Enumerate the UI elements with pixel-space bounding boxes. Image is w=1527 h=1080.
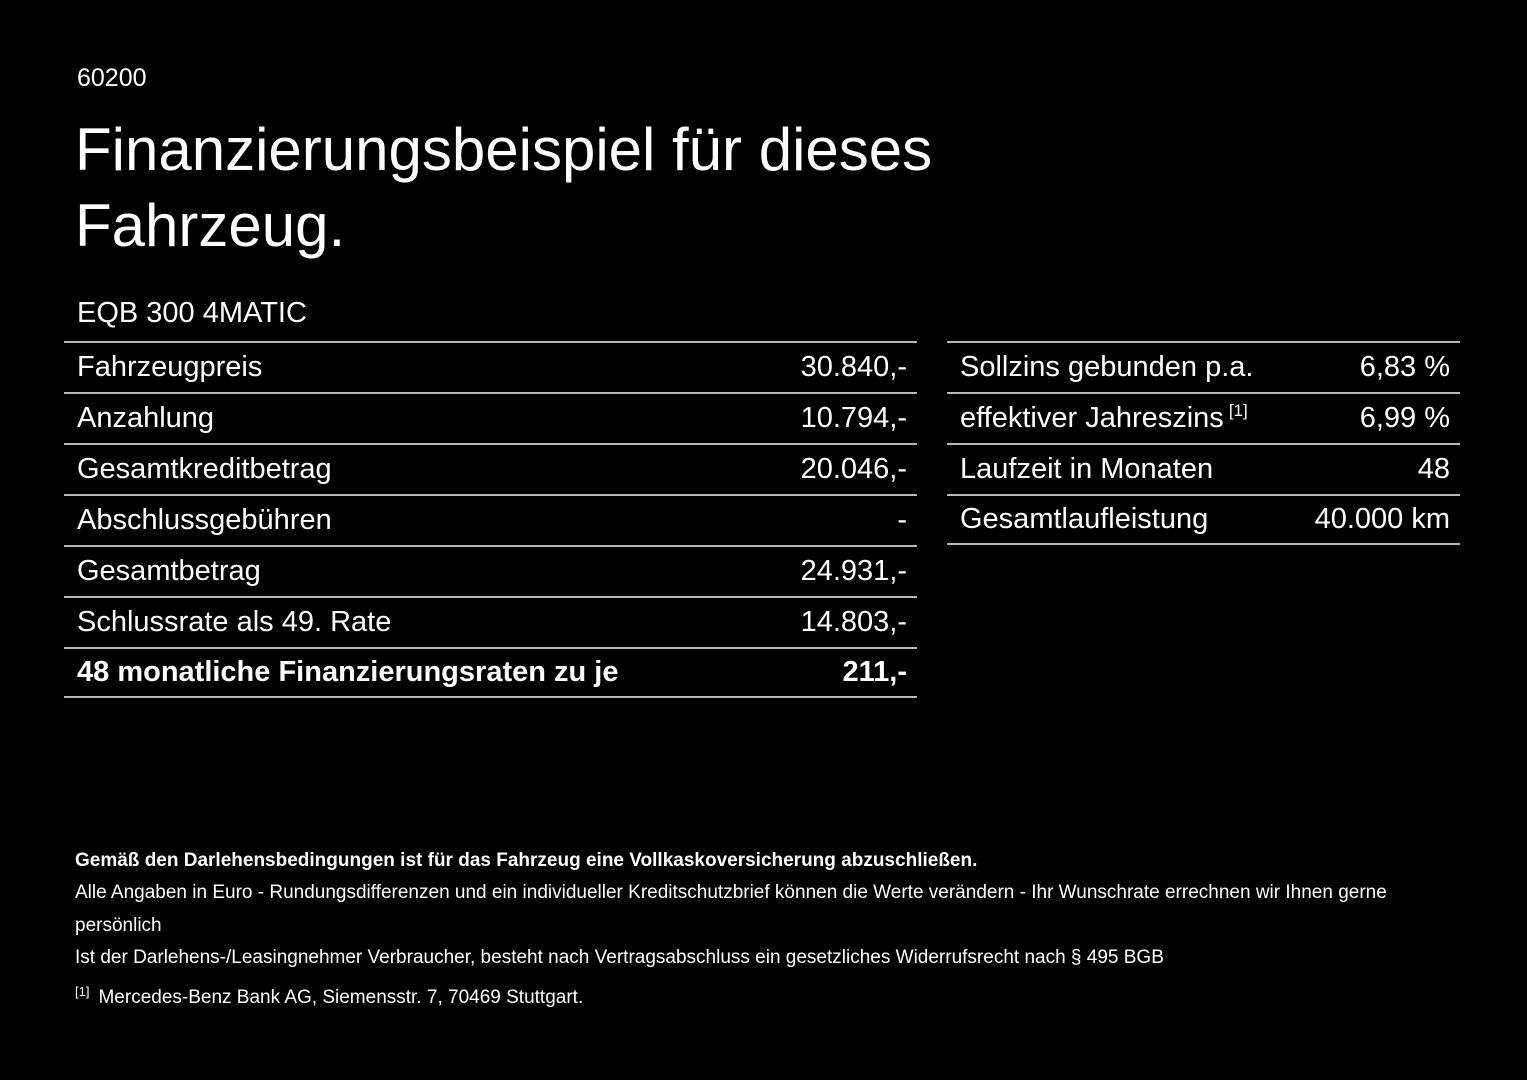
document-code: 60200 — [77, 64, 147, 92]
finance-row-label: Anzahlung — [77, 402, 215, 434]
finance-row-value: 10.794,- — [800, 402, 907, 434]
vehicle-model: EQB 300 4MATIC — [77, 297, 307, 329]
conditions-row: Sollzins gebunden p.a. 6,83 % — [947, 341, 1460, 392]
conditions-table: Sollzins gebunden p.a. 6,83 % effektiver… — [947, 341, 1460, 545]
conditions-row-value: 40.000 km — [1314, 503, 1450, 535]
finance-row-label: Schlussrate als 49. Rate — [77, 606, 392, 638]
finance-row: Fahrzeugpreis 30.840,- — [64, 341, 917, 392]
conditions-row-label: Sollzins gebunden p.a. — [960, 351, 1254, 383]
insurance-note: Gemäß den Darlehensbedingungen ist für d… — [75, 850, 978, 871]
footnote: [1] Mercedes-Benz Bank AG, Siemensstr. 7,… — [75, 982, 1475, 1014]
finance-row: Schlussrate als 49. Rate 14.803,- — [64, 596, 917, 647]
footer-notes: Gemäß den Darlehensbedingungen ist für d… — [75, 845, 1475, 1014]
finance-row-label: Gesamtbetrag — [77, 555, 261, 587]
conditions-row-value: 48 — [1417, 453, 1450, 485]
finance-row-value: 24.931,- — [800, 555, 907, 587]
finance-table: Fahrzeugpreis 30.840,- Anzahlung 10.794,… — [64, 341, 917, 698]
disclaimer-line: Ist der Darlehens-/Leasingnehmer Verbrau… — [75, 946, 1164, 968]
finance-row: Anzahlung 10.794,- — [64, 392, 917, 443]
finance-row-label: 48 monatliche Finanzierungsraten zu je — [77, 656, 619, 688]
conditions-row: Laufzeit in Monaten 48 — [947, 443, 1460, 494]
finance-row-label: Abschlussgebühren — [77, 504, 332, 536]
conditions-row-label-text: effektiver Jahreszins — [960, 402, 1224, 434]
finance-row-value: 14.803,- — [800, 606, 907, 638]
finance-row-value: 20.046,- — [800, 453, 907, 485]
finance-row-value: - — [897, 504, 907, 536]
finance-row: Gesamtkreditbetrag 20.046,- — [64, 443, 917, 494]
finance-row-label: Gesamtkreditbetrag — [77, 453, 332, 485]
conditions-row-label: Gesamtlaufleistung — [960, 503, 1209, 535]
footnote-marker: [1] — [75, 983, 90, 999]
disclaimer-line: Alle Angaben in Euro - Rundungsdifferenz… — [75, 882, 1387, 936]
finance-row-value: 30.840,- — [800, 351, 907, 383]
page-title: Finanzierungsbeispiel für dieses Fahrzeu… — [75, 116, 933, 260]
conditions-row-value: 6,83 % — [1359, 351, 1450, 383]
footnote-marker: [1] — [1228, 401, 1248, 421]
finance-row-monthly-rate: 48 monatliche Finanzierungsraten zu je 2… — [64, 647, 917, 698]
conditions-row-value: 6,99 % — [1359, 402, 1450, 434]
finance-row: Abschlussgebühren - — [64, 494, 917, 545]
conditions-row: Gesamtlaufleistung 40.000 km — [947, 494, 1460, 545]
footnote-text: Mercedes-Benz Bank AG, Siemensstr. 7, 70… — [98, 987, 584, 1009]
conditions-row: effektiver Jahreszins [1] 6,99 % — [947, 392, 1460, 443]
finance-row-value: 211,- — [842, 656, 908, 688]
finance-row: Gesamtbetrag 24.931,- — [64, 545, 917, 596]
conditions-row-label: effektiver Jahreszins [1] — [960, 402, 1248, 435]
finance-row-label: Fahrzeugpreis — [77, 351, 263, 383]
conditions-row-label: Laufzeit in Monaten — [960, 453, 1214, 485]
